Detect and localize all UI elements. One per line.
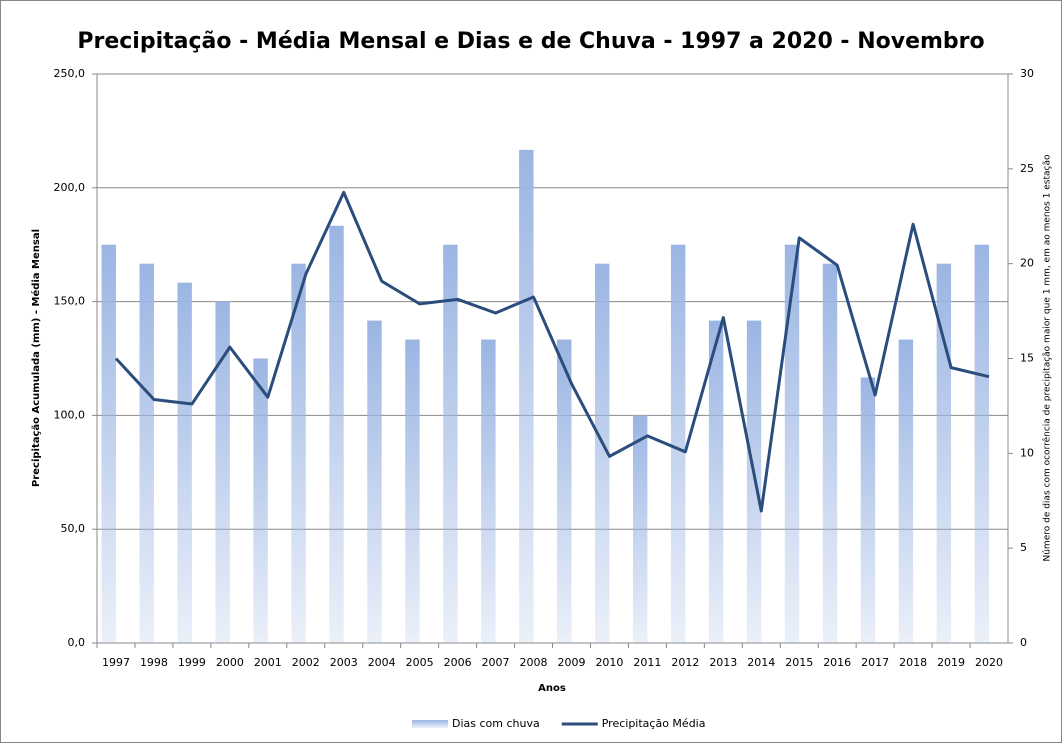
x-tick-label: 2006 — [444, 656, 472, 669]
x-tick-label: 2001 — [254, 656, 282, 669]
y2-axis-title: Número de dias com ocorrência de precipi… — [1042, 154, 1053, 561]
y-tick-label: 50,0 — [61, 522, 86, 535]
bar — [367, 320, 382, 643]
y2-tick-label: 30 — [1020, 67, 1034, 80]
legend-label: Dias com chuva — [452, 717, 540, 730]
bar — [670, 244, 686, 643]
bar — [974, 244, 990, 643]
x-tick-label: 2020 — [975, 656, 1003, 669]
bar — [860, 377, 876, 643]
x-tick-label: 2012 — [671, 656, 699, 669]
bar — [101, 244, 116, 643]
y2-tick-label: 20 — [1020, 257, 1034, 270]
x-tick-label: 2013 — [709, 656, 737, 669]
bar — [519, 149, 534, 643]
y2-tick-label: 15 — [1020, 352, 1034, 365]
x-tick-label: 2007 — [482, 656, 510, 669]
bar — [557, 339, 572, 643]
line — [114, 190, 990, 513]
x-tick-label: 2018 — [899, 656, 927, 669]
x-tick-label: 1997 — [102, 656, 130, 669]
bar — [632, 415, 648, 643]
y-tick-label: 150,0 — [54, 295, 86, 308]
bar — [405, 339, 420, 643]
bar — [784, 244, 800, 643]
chart-title: Precipitação - Média Mensal e Dias e de … — [77, 29, 984, 54]
x-tick-label: 2008 — [520, 656, 548, 669]
bar — [177, 282, 192, 643]
legend-label: Precipitação Média — [602, 717, 706, 730]
bar — [481, 339, 496, 643]
x-tick-label: 2016 — [823, 656, 851, 669]
bar — [139, 263, 154, 643]
y2-tick-label: 25 — [1020, 162, 1034, 175]
y2-tick-label: 5 — [1020, 541, 1027, 554]
y-tick-label: 0,0 — [68, 636, 86, 649]
x-tick-label: 2009 — [557, 656, 585, 669]
x-tick-label: 2019 — [937, 656, 965, 669]
x-tick-label: 2015 — [785, 656, 813, 669]
x-tick-label: 2017 — [861, 656, 889, 669]
legend-swatch — [412, 720, 448, 728]
x-tick-label: 1998 — [140, 656, 168, 669]
bar — [443, 244, 458, 643]
y2-tick-label: 10 — [1020, 446, 1034, 459]
bar — [898, 339, 914, 643]
y-axis-title: Precipitação Acumulada (mm) - Média Mens… — [30, 229, 42, 487]
x-tick-label: 2014 — [747, 656, 775, 669]
x-tick-label: 2010 — [595, 656, 623, 669]
bar — [708, 320, 724, 643]
x-tick-label: 2005 — [406, 656, 434, 669]
x-axis-title: Anos — [538, 683, 566, 694]
bar — [253, 358, 268, 643]
y2-tick-label: 0 — [1020, 636, 1027, 649]
bar — [822, 263, 838, 643]
x-tick-label: 2000 — [216, 656, 244, 669]
bar — [215, 301, 230, 643]
bar — [291, 263, 306, 643]
x-tick-label: 1999 — [178, 656, 206, 669]
bar — [595, 263, 610, 643]
x-tick-label: 2002 — [292, 656, 320, 669]
y-tick-label: 200,0 — [54, 181, 86, 194]
x-tick-label: 2004 — [368, 656, 396, 669]
y-tick-label: 250,0 — [54, 67, 86, 80]
bar — [329, 225, 344, 643]
y-tick-label: 100,0 — [54, 408, 86, 421]
x-tick-label: 2003 — [330, 656, 358, 669]
x-tick-label: 2011 — [633, 656, 661, 669]
